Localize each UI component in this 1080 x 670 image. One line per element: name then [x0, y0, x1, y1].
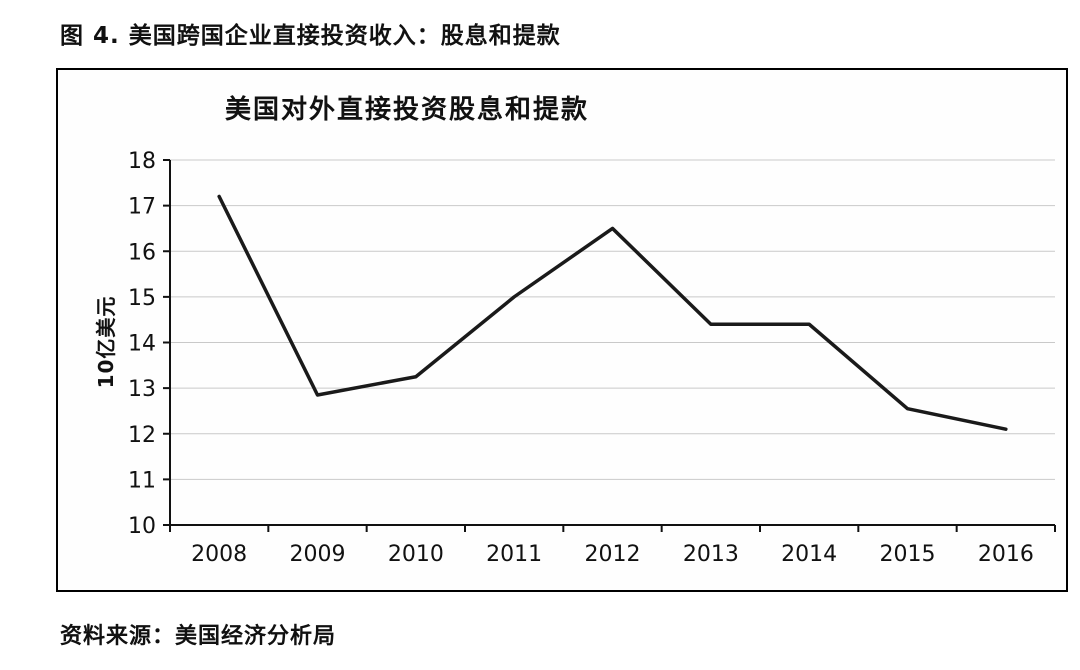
chart-plot: 10 11 12 13 14 15 16 17 18 2008 2009 2010 2011 2012 20…: [128, 149, 1056, 567]
svg-text:2012: 2012: [585, 542, 641, 567]
svg-text:2015: 2015: [880, 542, 936, 567]
svg-text:11: 11: [128, 468, 156, 493]
svg-text:14: 14: [128, 332, 156, 357]
svg-text:13: 13: [128, 377, 156, 402]
svg-text:12: 12: [128, 423, 156, 448]
svg-text:2010: 2010: [388, 542, 444, 567]
svg-text:2014: 2014: [781, 542, 837, 567]
svg-text:2013: 2013: [683, 542, 739, 567]
source-note: 资料来源：美国经济分析局: [60, 624, 337, 649]
line-chart: 美国对外直接投资股息和提款 10亿美元 10 11 12 13 14 15 16 17 18 20…: [94, 94, 1056, 567]
chart-container: 美国对外直接投资股息和提款 10亿美元 10 11 12 13 14 15 16 17 18 20…: [56, 68, 1068, 592]
svg-text:2011: 2011: [486, 542, 542, 567]
svg-text:2016: 2016: [978, 542, 1034, 567]
svg-text:17: 17: [128, 195, 156, 220]
svg-text:15: 15: [128, 286, 156, 311]
svg-text:2008: 2008: [191, 542, 247, 567]
svg-text:16: 16: [128, 240, 156, 265]
y-axis-label: 10亿美元: [94, 296, 118, 389]
svg-text:18: 18: [128, 149, 156, 174]
chart-title: 美国对外直接投资股息和提款: [225, 94, 589, 125]
svg-text:2009: 2009: [290, 542, 346, 567]
svg-text:10: 10: [128, 514, 156, 539]
figure-caption: 图 4. 美国跨国企业直接投资收入：股息和提款: [60, 23, 561, 49]
